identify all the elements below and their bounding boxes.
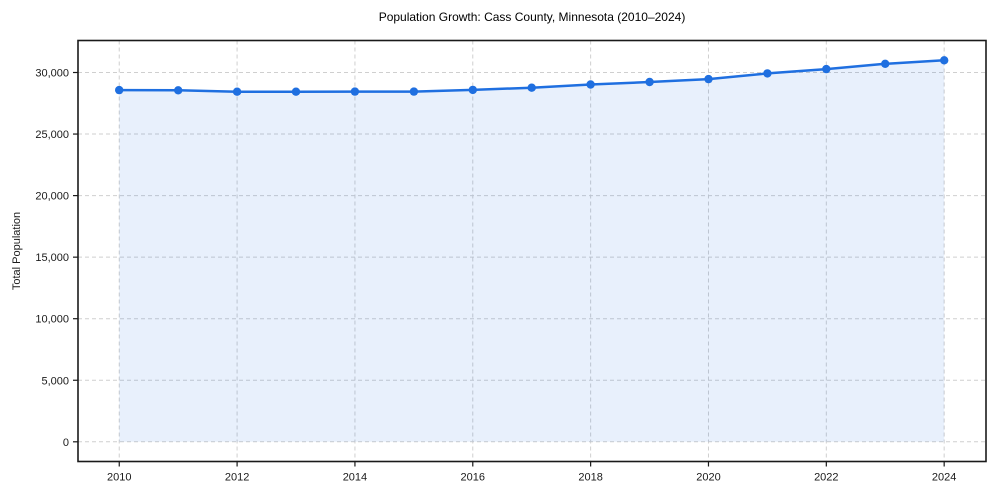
data-point	[704, 74, 713, 84]
data-point	[468, 85, 477, 95]
data-point	[409, 87, 419, 96]
plot-border	[77, 39, 987, 463]
data-point	[527, 83, 536, 92]
x-tick-label: 2022	[814, 472, 838, 484]
data-point	[174, 86, 183, 95]
data-point	[586, 80, 595, 89]
data-point	[763, 69, 772, 78]
x-tick-label: 2012	[225, 472, 249, 484]
y-tick-label: 30,000	[35, 68, 69, 80]
area-fill	[119, 60, 945, 442]
x-tick-label: 2018	[578, 472, 602, 484]
x-tick-label: 2014	[343, 472, 367, 484]
x-tick-label: 2016	[461, 472, 485, 484]
y-tick-label: 5,000	[41, 375, 69, 387]
chart-title: Population Growth: Cass County, Minnesot…	[378, 10, 686, 24]
data-point	[645, 77, 654, 87]
x-tick-label: 2024	[932, 472, 956, 484]
data-point	[940, 56, 949, 65]
y-tick-label: 15,000	[35, 252, 69, 264]
x-tick-label: 2010	[107, 472, 131, 484]
y-tick-label: 20,000	[35, 191, 69, 203]
y-tick-label: 25,000	[35, 129, 69, 141]
data-point	[881, 59, 890, 68]
data-point	[232, 87, 242, 96]
y-tick-label: 10,000	[35, 314, 69, 326]
y-tick-label: 0	[63, 437, 69, 449]
data-point	[822, 64, 831, 74]
data-point	[350, 87, 360, 96]
data-point	[291, 87, 301, 96]
x-tick-label: 2020	[696, 472, 720, 484]
data-point	[115, 85, 124, 95]
